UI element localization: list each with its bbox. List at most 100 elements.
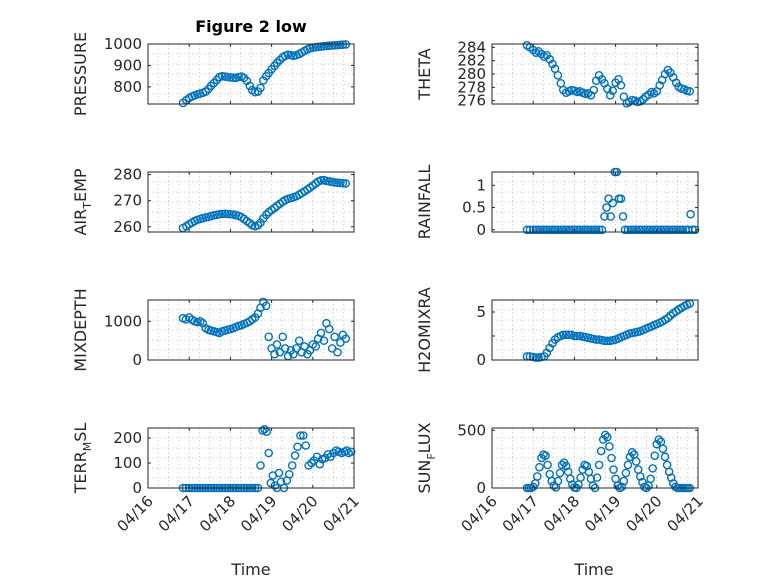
y-tick-label: 5	[476, 303, 486, 321]
data-point	[531, 225, 541, 235]
data-point	[285, 469, 294, 479]
data-point	[686, 209, 695, 219]
data-point	[315, 459, 325, 469]
data-point	[264, 448, 274, 458]
data-point	[319, 336, 329, 345]
data-point	[330, 178, 339, 187]
y-tick-label: 0.5	[462, 199, 486, 217]
data-point	[567, 225, 576, 235]
data-point	[245, 81, 255, 91]
data-point	[638, 477, 647, 487]
x-tick-label: 04/19	[237, 492, 280, 535]
x-tick-label: 04/16	[458, 492, 501, 535]
y-tick-label: 900	[113, 56, 142, 74]
data-point	[600, 212, 609, 221]
data-point	[264, 332, 274, 342]
data-point	[537, 225, 546, 235]
y-tick-label: 200	[113, 429, 142, 447]
data-point	[561, 225, 571, 235]
data-point	[564, 330, 574, 340]
data-point	[653, 225, 663, 235]
data-point	[594, 225, 604, 235]
y-tick-label: 280	[457, 65, 486, 83]
data-point	[346, 447, 356, 457]
data-point	[597, 225, 607, 235]
data-point	[603, 336, 612, 346]
data-point	[625, 452, 635, 462]
data-point	[256, 83, 265, 93]
data-point	[654, 435, 664, 444]
data-point	[623, 460, 633, 470]
data-point	[589, 225, 599, 235]
y-axis-label: TERRMSL	[71, 423, 94, 495]
x-tick-label: 04/17	[155, 492, 198, 535]
data-point	[545, 469, 554, 479]
data-point	[623, 225, 633, 235]
y-axis-label: THETA	[415, 48, 434, 100]
data-point	[561, 330, 571, 340]
data-point	[605, 442, 614, 451]
data-point	[645, 225, 655, 235]
data-point	[541, 451, 550, 460]
data-point	[670, 225, 679, 235]
data-point	[598, 435, 608, 444]
data-point	[690, 225, 700, 235]
y-tick-label: 1	[476, 176, 486, 194]
figure-title: Figure 2 low	[195, 17, 307, 36]
data-point	[316, 328, 326, 338]
data-point	[296, 431, 305, 440]
data-point	[547, 476, 557, 486]
data-point	[627, 447, 637, 457]
data-point	[570, 331, 579, 341]
data-point	[660, 452, 670, 462]
data-point	[226, 73, 235, 82]
data-point	[637, 225, 646, 235]
data-point	[678, 225, 688, 235]
x-tick-label: 04/20	[622, 492, 665, 535]
data-point	[667, 225, 677, 235]
y-tick-label: 100	[113, 454, 142, 472]
subplot-rainfall: 0 0.5 1 RAINFALL	[415, 165, 700, 240]
subplot-mixdepth: 0 1000 MIXDEPTH	[71, 288, 355, 372]
data-point	[270, 203, 279, 213]
data-point	[609, 465, 618, 474]
data-point	[545, 225, 554, 235]
data-point	[581, 225, 590, 235]
data-point	[629, 225, 638, 235]
data-point	[341, 334, 351, 344]
data-point	[272, 340, 282, 349]
data-point	[531, 353, 541, 362]
data-point	[226, 209, 235, 219]
data-point	[217, 209, 227, 219]
y-tick-label: 1000	[104, 35, 142, 53]
data-point	[685, 87, 695, 96]
data-point	[634, 225, 644, 235]
y-tick-label: 1000	[104, 312, 142, 330]
data-point	[616, 81, 626, 90]
data-point	[586, 225, 596, 235]
y-axis-label: RAINFALL	[415, 165, 434, 240]
y-axis-label: SUNFLUX	[415, 422, 438, 493]
data-point	[338, 40, 348, 49]
data-point	[655, 81, 664, 90]
y-tick-label: 278	[457, 78, 486, 96]
y-tick-label: 270	[113, 192, 142, 210]
data-point	[261, 210, 271, 220]
axes-frame	[491, 427, 699, 489]
data-point	[643, 225, 652, 235]
y-axis-label: AIRTEMP	[71, 168, 94, 235]
data-point	[619, 476, 629, 486]
data-point	[650, 451, 660, 460]
data-point	[333, 178, 342, 187]
data-point	[648, 464, 657, 473]
x-tick-label: 04/17	[499, 492, 542, 535]
data-point	[656, 225, 666, 235]
y-tick-label: 276	[457, 92, 486, 110]
data-point	[600, 336, 609, 346]
data-point	[613, 481, 622, 490]
data-point	[575, 225, 585, 235]
y-axis-label: PRESSURE	[71, 32, 90, 116]
x-tick-label: 04/16	[114, 492, 157, 535]
